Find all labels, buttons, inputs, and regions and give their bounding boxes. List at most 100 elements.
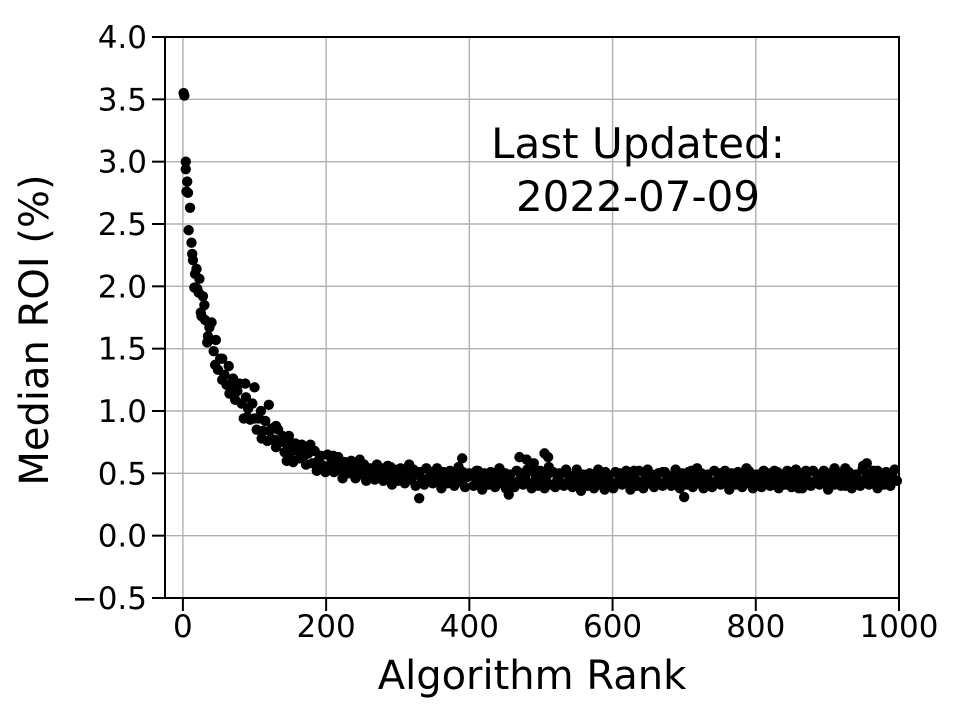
y-tick-label: 1.0 [98,394,147,430]
data-point [700,473,711,484]
data-point [614,471,625,483]
data-point [299,443,310,454]
data-point [285,453,296,464]
x-tick-label: 1000 [860,609,939,645]
data-point [255,405,267,417]
annotation-last-updated: Last Updated: [491,119,785,168]
data-point [184,202,196,213]
data-point [313,461,325,473]
data-point [442,470,454,482]
data-point [192,283,203,295]
data-point [872,465,883,477]
x-axis-label: Algorithm Rank [378,653,687,699]
x-tick-label: 400 [440,609,499,645]
data-point [179,90,190,101]
y-tick-label: 3.0 [98,145,147,181]
data-point [503,489,514,500]
data-point [197,291,209,302]
y-tick-label: 3.5 [98,82,147,118]
data-point [528,458,539,469]
data-point [414,493,425,504]
y-tick-label: 4.0 [98,20,147,56]
data-point [217,374,228,386]
data-point [786,471,797,483]
y-tick-label: 1.5 [98,332,147,368]
data-point [208,345,219,357]
data-point [686,465,697,477]
data-point [180,163,191,175]
data-point [628,465,640,477]
annotation-date: 2022-07-09 [516,172,760,221]
data-point [793,483,804,494]
data-point [356,461,368,473]
data-point [187,254,199,266]
data-point [181,176,193,187]
data-point [800,465,812,477]
data-point [571,464,582,475]
x-tick-label: 0 [173,609,193,645]
data-point [240,378,251,389]
data-point [247,398,258,409]
data-point [217,353,228,364]
data-point [231,378,242,389]
data-point [342,459,353,470]
data-point [840,480,851,491]
data-point [371,465,382,477]
data-point [743,465,754,477]
x-tick-label: 600 [583,609,642,645]
data-point [815,469,826,480]
data-point [456,453,468,464]
data-point [428,468,439,479]
data-point [270,420,282,432]
y-tick-label: −0.5 [72,581,147,617]
data-point [714,468,726,479]
data-point [206,317,217,328]
x-tick-label: 800 [726,609,785,645]
data-point [194,273,205,285]
data-point [224,388,235,399]
data-point [471,465,482,477]
data-point [600,466,611,478]
data-point [196,311,207,322]
data-point [599,484,610,495]
data-point [399,465,411,477]
data-point [657,466,668,478]
data-point [485,471,497,483]
data-point [181,186,192,197]
scatter-points [178,87,903,504]
y-tick-label: 0.5 [98,456,147,492]
data-point [199,299,210,311]
data-point [557,468,568,479]
data-point [328,450,339,462]
data-point [772,466,783,478]
data-point [260,415,271,427]
data-point [186,237,197,248]
data-point [829,463,840,474]
data-point [410,480,421,491]
data-point [283,430,295,442]
y-axis-label: Median ROI (%) [12,174,58,485]
data-point [240,392,252,403]
data-point [385,461,396,473]
data-point [459,481,471,493]
data-point [585,469,597,480]
data-point [678,491,690,503]
data-point [542,451,554,463]
data-point [729,471,740,483]
x-tick-label: 200 [297,609,356,645]
data-point [698,483,709,494]
data-point [263,399,275,410]
y-tick-label: 2.5 [98,207,147,243]
data-point [886,468,898,479]
data-point [183,225,194,236]
data-point [242,412,253,423]
data-point [223,360,234,372]
data-point [643,469,654,480]
data-point [249,382,260,393]
data-point [256,433,267,444]
data-point [843,466,855,478]
plot-border [164,36,900,599]
data-point [499,468,511,479]
